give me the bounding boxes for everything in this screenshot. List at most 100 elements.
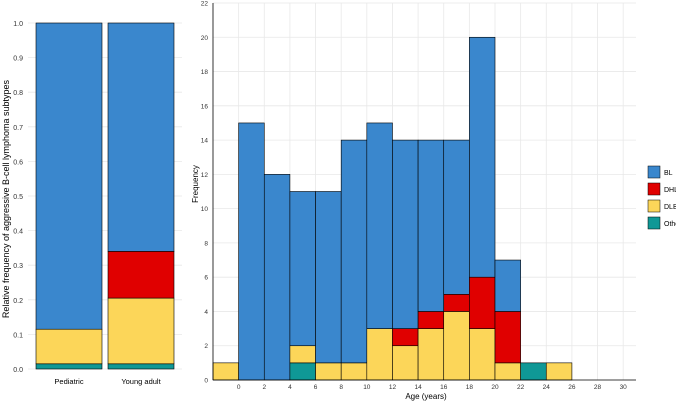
right-y-tick-label: 0	[204, 378, 208, 385]
right-axes	[212, 3, 636, 381]
right-x-tick-label: 6	[314, 384, 318, 391]
left-y-tick-label: 0.9	[13, 56, 23, 63]
legend-swatch-other	[647, 216, 661, 230]
left-bar-bl-pediatric	[35, 22, 103, 330]
right-y-tick-label: 18	[201, 69, 209, 76]
right-y-tick-label: 20	[201, 35, 209, 42]
right-x-tick-label: 8	[339, 384, 343, 391]
legend: BL DHL DLBCL Other	[647, 165, 676, 230]
right-y-tick-labels: 0 2 4 6 8 10 12 14 16 18 20 22	[201, 1, 209, 385]
histogram-bar-dlbcl-bin-10	[469, 328, 496, 381]
histogram-bar-dhl-bin-11	[494, 311, 521, 364]
histogram-bar-bl-bin-1	[238, 122, 265, 381]
histogram-bar-bl-bin-6	[366, 122, 393, 329]
left-x-tick-label: Pediatric	[54, 377, 83, 386]
left-bar-other-pediatric	[35, 363, 103, 370]
left-y-axis-label: Relative frequency of aggressive B-cell …	[1, 79, 11, 318]
histogram-bar-bl-bin-9	[443, 139, 470, 295]
left-y-tick-label: 0.4	[13, 229, 23, 236]
right-y-tick-label: 12	[201, 172, 209, 179]
right-x-tick-label: 20	[491, 384, 499, 391]
histogram-bar-dlbcl-bin-11	[494, 362, 521, 381]
left-bar-bl-young-adult	[107, 22, 175, 252]
right-x-tick-label: 18	[466, 384, 474, 391]
right-x-tick-label: 16	[440, 384, 448, 391]
left-y-tick-label: 0.7	[13, 125, 23, 132]
right-x-axis-label: Age (years)	[405, 392, 447, 401]
left-y-tick-labels: 0.0 0.1 0.2 0.3 0.4 0.5 0.6 0.7 0.8 0.9 1.0	[13, 21, 23, 374]
right-y-tick-label: 22	[201, 1, 209, 8]
legend-label-other: Other	[664, 221, 676, 228]
left-x-tick-label: Young adult	[121, 377, 161, 386]
histogram-bar-dlbcl-bin-6	[366, 328, 393, 381]
histogram-bar-dhl-bin-9	[443, 294, 470, 312]
right-y-tick-label: 4	[204, 309, 208, 316]
histogram-bar-dlbcl-bin-8	[417, 328, 445, 381]
histogram-bar-other-bin-3	[289, 362, 316, 381]
right-x-tick-label: 4	[288, 384, 292, 391]
histogram-bar-dlbcl-bin-9	[443, 311, 470, 381]
right-x-tick-label: 22	[517, 384, 525, 391]
left-y-tick-label: 0.2	[13, 298, 23, 305]
right-x-tick-label: 2	[262, 384, 266, 391]
histogram-bar-dlbcl-bin-3	[289, 345, 316, 364]
left-y-tick-label: 1.0	[13, 21, 23, 28]
legend-swatch-dlbcl	[647, 199, 661, 213]
histogram-bar-dlbcl-bin-0	[212, 362, 239, 381]
left-y-tick-label: 0.3	[13, 263, 23, 270]
left-y-tick-label: 0.8	[13, 90, 23, 97]
histogram-bar-bl-bin-10	[469, 36, 496, 278]
right-x-tick-label: 28	[594, 384, 602, 391]
histogram-bar-dhl-bin-10	[469, 276, 496, 329]
right-x-tick-label: 12	[389, 384, 397, 391]
right-y-tick-label: 2	[204, 343, 208, 350]
right-y-tick-label: 10	[201, 206, 209, 213]
histogram-bar-dlbcl-bin-4	[315, 362, 342, 381]
legend-label-dlbcl: DLBCL	[664, 204, 676, 211]
right-x-tick-labels: 0 2 4 6 8 10 12 14 16 18 20 22 24 26 28 30	[237, 384, 627, 391]
histogram-bar-bl-bin-7	[392, 139, 419, 329]
left-bar-dhl-young-adult	[107, 251, 175, 299]
histogram-bar-bl-bin-2	[263, 174, 291, 381]
left-bar-dlbcl-young-adult	[107, 297, 175, 365]
right-x-tick-label: 0	[237, 384, 241, 391]
left-y-tick-label: 0.1	[13, 332, 23, 339]
histogram-bar-bl-bin-8	[417, 139, 445, 312]
histogram-bar-bl-bin-3	[289, 191, 316, 347]
right-histogram-bars	[212, 36, 573, 381]
right-y-tick-label: 8	[204, 240, 208, 247]
left-bar-other-young-adult	[107, 363, 175, 370]
legend-label-bl: BL	[664, 170, 673, 177]
histogram-bar-dhl-bin-7	[392, 328, 419, 347]
right-y-tick-label: 16	[201, 103, 209, 110]
histogram-bar-dlbcl-bin-7	[392, 345, 419, 381]
histogram-bar-bl-bin-5	[340, 139, 368, 364]
histogram-bar-dlbcl-bin-5	[340, 362, 368, 381]
right-x-tick-label: 24	[543, 384, 551, 391]
left-bar-dlbcl-pediatric	[35, 328, 103, 365]
left-y-tick-label: 0.0	[13, 367, 23, 374]
right-y-tick-label: 6	[204, 275, 208, 282]
right-x-tick-label: 10	[363, 384, 371, 391]
right-x-tick-label: 14	[414, 384, 422, 391]
right-x-tick-label: 26	[568, 384, 576, 391]
legend-label-dhl: DHL	[664, 187, 676, 194]
legend-swatch-bl	[647, 165, 661, 179]
histogram-bar-bl-bin-4	[315, 191, 342, 364]
histogram-bar-other-bin-12	[520, 362, 547, 381]
histogram-bar-bl-bin-11	[494, 259, 521, 312]
left-y-tick-label: 0.5	[13, 194, 23, 201]
left-chart-panel: 0.0 0.1 0.2 0.3 0.4 0.5 0.6 0.7 0.8 0.9 1.0 Pediat…	[1, 21, 182, 386]
left-y-tick-label: 0.6	[13, 159, 23, 166]
left-x-tick-labels: Pediatric Young adult	[54, 377, 161, 386]
right-y-tick-label: 14	[201, 138, 209, 145]
left-bars	[35, 22, 175, 370]
histogram-bar-dlbcl-bin-13	[545, 362, 573, 381]
histogram-bar-dhl-bin-8	[417, 311, 445, 329]
right-x-tick-label: 30	[620, 384, 628, 391]
legend-swatch-dhl	[647, 182, 661, 196]
right-y-axis-label: Frequency	[191, 165, 200, 203]
